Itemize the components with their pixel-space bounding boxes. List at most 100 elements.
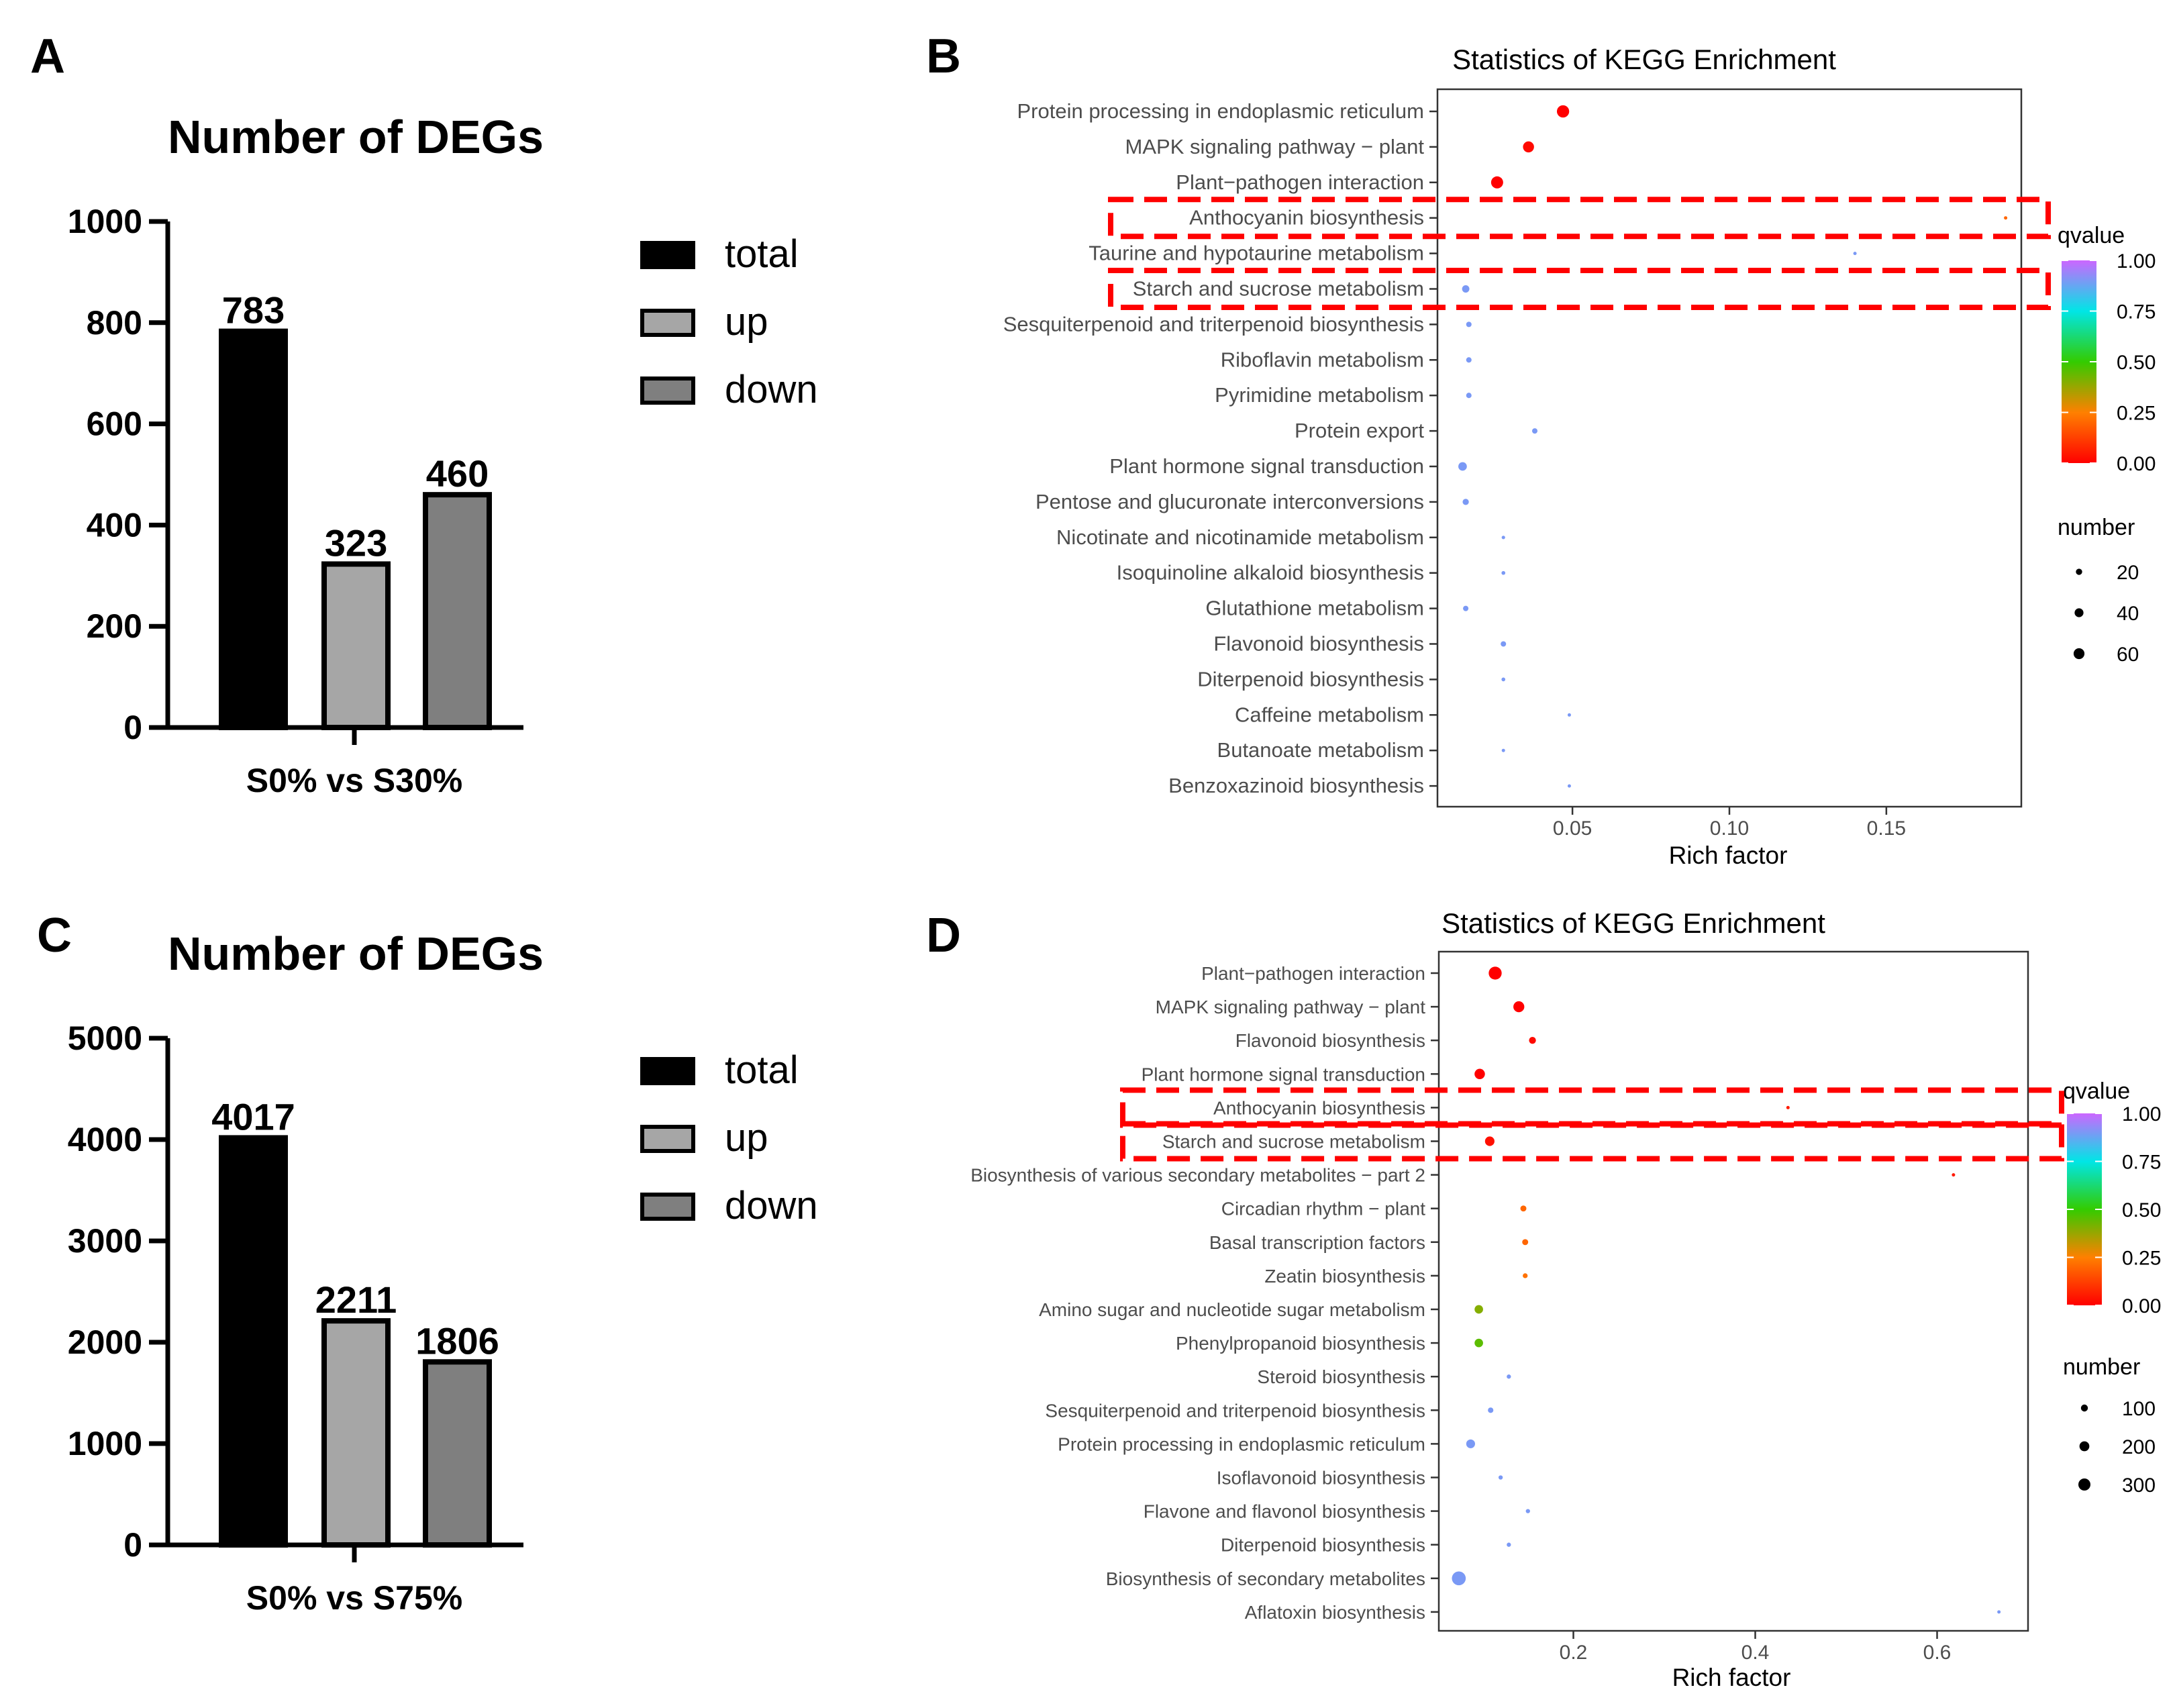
chart-d-xlabel: Rich factor (1672, 1664, 1791, 1691)
chart-b-y-label-11: Pentose and glucuronate interconversions (1035, 490, 1424, 513)
chart-d-size-legend-dot-0 (2080, 1404, 2088, 1412)
chart-d-y-label-17: Diterpenoid biosynthesis (1221, 1535, 1425, 1556)
chart-b-y-label-14: Glutathione metabolism (1205, 597, 1424, 620)
chart-d-point-16 (1525, 1509, 1530, 1513)
chart-a-bar-value-down: 460 (426, 452, 489, 495)
chart-b-size-legend-label-0: 20 (2117, 562, 2139, 584)
chart-b-xlabel: Rich factor (1669, 842, 1788, 869)
panel-letter-c: C (37, 909, 72, 962)
chart-d-point-15 (1498, 1475, 1503, 1480)
chart-d-point-5 (1484, 1136, 1495, 1146)
chart-b-size-legend-dot-0 (2076, 568, 2082, 575)
chart-d-y-label-14: Protein processing in endoplasmic reticu… (1058, 1434, 1425, 1454)
chart-d-size-legend-dot-1 (2079, 1441, 2090, 1452)
chart-b-point-13 (1501, 570, 1506, 575)
chart-d-highlight-box-1 (1120, 1121, 2064, 1162)
chart-d-y-label-1: MAPK signaling pathway − plant (1156, 997, 1426, 1017)
chart-d-point-9 (1523, 1273, 1528, 1278)
chart-b-y-label-8: Pyrimidine metabolism (1215, 383, 1424, 407)
chart-b-point-14 (1463, 605, 1469, 611)
chart-d-y-label-11: Phenylpropanoid biosynthesis (1176, 1333, 1425, 1354)
chart-c-legend-swatch-down (640, 1193, 695, 1221)
chart-b-point-15 (1501, 641, 1507, 647)
chart-d-title: Statistics of KEGG Enrichment (1441, 907, 1825, 939)
chart-a-y-tick-label-4: 800 (87, 304, 142, 342)
chart-d-y-label-6: Biosynthesis of various secondary metabo… (970, 1165, 1425, 1186)
chart-c-legend-label-total: total (725, 1048, 799, 1092)
chart-d-y-label-13: Sesquiterpenoid and triterpenoid biosynt… (1045, 1400, 1425, 1421)
chart-b-colorbar-label-0: 1.00 (2117, 250, 2156, 272)
chart-a-y-tick-label-5: 1000 (68, 203, 142, 240)
chart-d-point-2 (1529, 1037, 1536, 1044)
chart-c-bar-down (423, 1359, 492, 1548)
chart-c-bar-value-up: 2211 (315, 1278, 397, 1321)
chart-b-point-6 (1466, 321, 1472, 328)
chart-b-point-9 (1531, 428, 1538, 434)
chart-d-point-11 (1474, 1338, 1483, 1348)
chart-a-title: Number of DEGs (168, 111, 544, 163)
chart-d-point-7 (1520, 1205, 1527, 1212)
chart-b-y-label-7: Riboflavin metabolism (1221, 348, 1424, 371)
chart-a-legend-swatch-down (640, 376, 695, 405)
chart-b-point-0 (1556, 105, 1570, 118)
chart-b-point-19 (1567, 784, 1571, 788)
chart-b-point-5 (1462, 285, 1470, 293)
chart-b-y-label-18: Butanoate metabolism (1217, 738, 1424, 762)
chart-c-legend-swatch-up (640, 1125, 695, 1153)
chart-b-y-label-9: Protein export (1295, 419, 1424, 442)
chart-b-number-title: number (2058, 515, 2135, 540)
chart-b-colorbar-label-2: 0.50 (2117, 352, 2156, 374)
chart-b-y-label-6: Sesquiterpenoid and triterpenoid biosynt… (1003, 312, 1424, 336)
chart-b-y-label-0: Protein processing in endoplasmic reticu… (1017, 99, 1424, 123)
chart-c-xlabel: S0% vs S75% (246, 1579, 462, 1617)
chart-d-size-legend-label-2: 300 (2122, 1474, 2156, 1497)
chart-b-highlight-box-1 (1108, 267, 2051, 311)
chart-b-y-label-19: Benzoxazinoid biosynthesis (1168, 774, 1424, 797)
chart-b-point-11 (1462, 499, 1469, 505)
chart-d-x-tick-label-1: 0.4 (1741, 1642, 1770, 1664)
chart-d-point-3 (1474, 1068, 1485, 1080)
chart-a-legend-swatch-up (640, 309, 695, 337)
chart-b-size-legend-dot-1 (2074, 608, 2084, 617)
chart-d-size-legend-label-1: 200 (2122, 1436, 2156, 1458)
chart-b-colorbar-label-4: 0.00 (2117, 453, 2156, 475)
chart-d-point-4 (1786, 1105, 1790, 1109)
chart-c-bar-value-total: 4017 (211, 1095, 295, 1138)
chart-b-title: Statistics of KEGG Enrichment (1452, 44, 1836, 75)
chart-b-y-label-2: Plant−pathogen interaction (1176, 170, 1424, 194)
chart-d-y-label-16: Flavone and flavonol biosynthesis (1144, 1501, 1425, 1522)
chart-d-plot-frame (1437, 950, 2029, 1632)
chart-d-point-10 (1474, 1305, 1483, 1314)
chart-d-y-label-8: Basal transcription factors (1209, 1232, 1425, 1253)
chart-d-x-tick-label-0: 0.2 (1560, 1642, 1588, 1664)
chart-d-y-label-3: Plant hormone signal transduction (1142, 1064, 1425, 1085)
chart-d-colorbar-label-0: 1.00 (2122, 1103, 2161, 1125)
chart-b-x-tick-label-0: 0.05 (1553, 817, 1592, 840)
chart-c-y-tick-label-4: 4000 (68, 1121, 142, 1158)
chart-b-y-label-17: Caffeine metabolism (1235, 703, 1424, 726)
chart-c-legend-label-up: up (725, 1116, 768, 1160)
chart-d-y-label-9: Zeatin biosynthesis (1264, 1266, 1425, 1287)
chart-d-size-legend-label-0: 100 (2122, 1398, 2156, 1420)
chart-d-point-1 (1513, 1001, 1525, 1013)
chart-marks: 0 200 400 600 800 1000 783 323 460 total up down 0 10… (68, 88, 2161, 1664)
chart-c-legend-label-down: down (725, 1184, 818, 1227)
chart-b-y-label-3: Anthocyanin biosynthesis (1189, 206, 1424, 230)
chart-a-legend-swatch-total (640, 241, 695, 269)
chart-c-title: Number of DEGs (168, 927, 544, 980)
chart-d-y-label-19: Aflatoxin biosynthesis (1245, 1602, 1425, 1623)
chart-b-qvalue-title: qvalue (2058, 223, 2125, 248)
chart-d-point-0 (1488, 966, 1502, 980)
chart-d-y-label-10: Amino sugar and nucleotide sugar metabol… (1039, 1299, 1425, 1320)
chart-b-point-4 (1853, 252, 1857, 256)
chart-d-point-8 (1522, 1239, 1529, 1246)
chart-b-y-label-1: MAPK signaling pathway − plant (1125, 135, 1425, 158)
chart-d-y-label-12: Steroid biosynthesis (1257, 1366, 1425, 1387)
chart-b-y-label-13: Isoquinoline alkaloid biosynthesis (1117, 561, 1424, 585)
chart-d-colorbar-label-1: 0.75 (2122, 1152, 2161, 1174)
chart-c-y-tick-label-2: 2000 (68, 1323, 142, 1361)
chart-d-colorbar-label-4: 0.00 (2122, 1295, 2161, 1317)
chart-b-y-label-10: Plant hormone signal transduction (1109, 454, 1424, 478)
chart-b-point-16 (1501, 677, 1506, 682)
